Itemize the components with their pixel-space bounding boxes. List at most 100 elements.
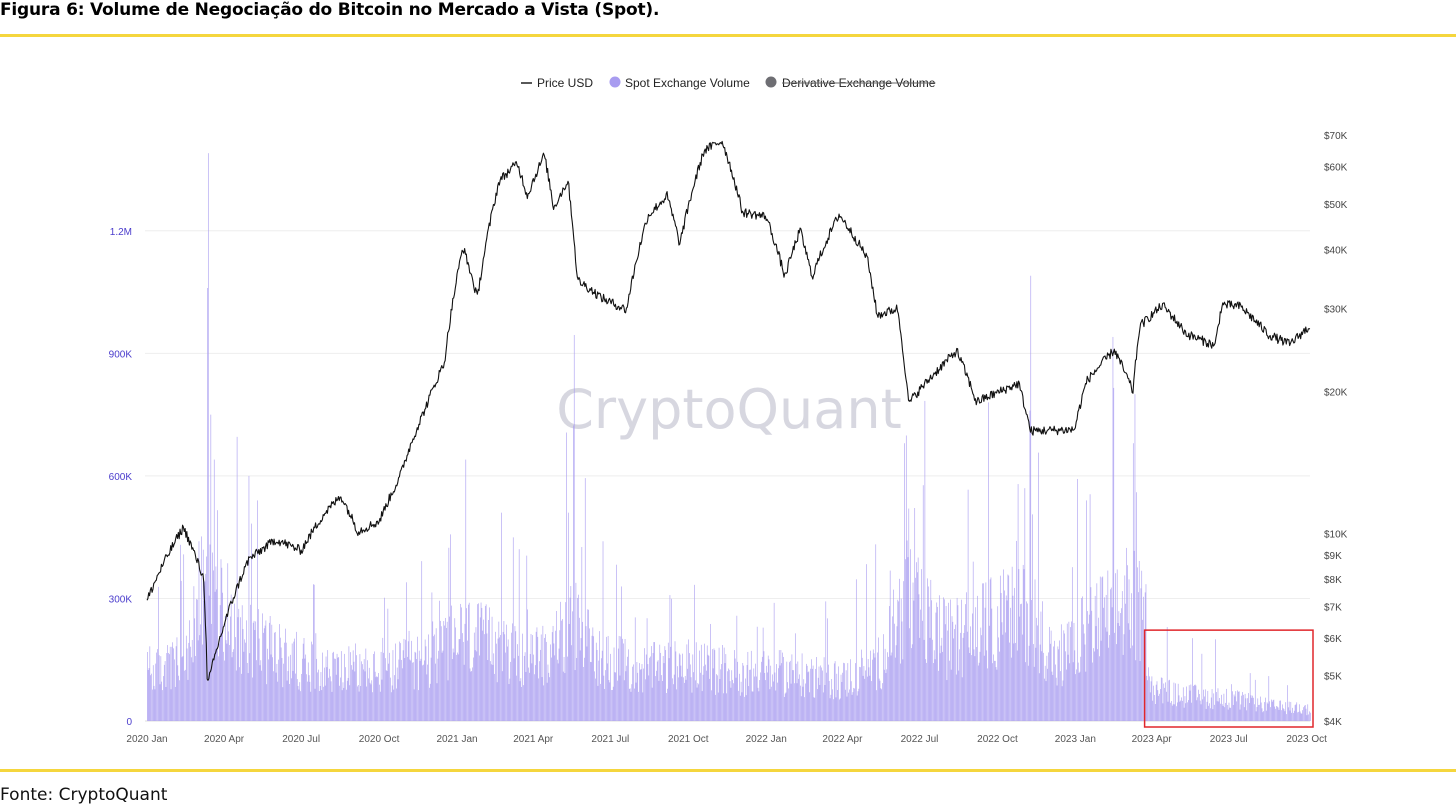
volume-bar [429,683,431,721]
volume-bar [807,672,809,721]
volume-bar [401,659,402,721]
volume-bar [614,672,616,721]
volume-bar [981,635,982,721]
volume-bar [750,669,751,721]
legend-item-derivative-volume[interactable]: Derivative Exchange Volume [765,76,936,90]
volume-bar [501,671,503,721]
legend-item-price[interactable]: Price USD [521,76,593,90]
volume-bar [606,636,607,721]
volume-bar [995,667,997,721]
legend-item-spot-volume[interactable]: Spot Exchange Volume [609,76,751,90]
volume-bar [761,661,762,721]
volume-bar [721,664,722,721]
volume-bar [330,681,332,721]
volume-bar [438,650,439,721]
volume-bar [624,639,626,721]
volume-bar [1032,514,1033,721]
volume-bar [958,670,960,721]
volume-bar [380,651,382,721]
volume-bar [185,635,187,721]
volume-bar [409,659,411,721]
volume-bar [271,624,273,721]
volume-bar [902,659,904,721]
volume-bar [224,660,225,721]
volume-bar [933,650,935,721]
volume-bar [951,616,953,721]
volume-bar [1296,702,1298,721]
volume-bar [673,684,674,721]
volume-bar [1111,607,1113,721]
volume-bar [1233,694,1235,721]
volume-bar [269,616,271,721]
volume-bar [453,652,455,721]
volume-bar [675,651,677,721]
volume-bar [232,651,234,721]
volume-bar [432,621,434,721]
legend-dot-swatch-disabled [765,76,777,88]
volume-bar [777,682,778,721]
volume-bar [190,646,191,721]
volume-bar [944,599,945,721]
volume-bar [668,658,670,721]
volume-bar [808,671,810,721]
volume-bar [296,631,297,721]
volume-bar [779,665,781,721]
volume-bar [669,595,671,721]
volume-bar [174,659,175,721]
volume-bar [594,671,595,721]
volume-bar [628,649,629,721]
volume-bar [1053,646,1054,721]
volume-bar [565,602,567,721]
volume-bar [853,687,855,721]
volume-bar [800,696,802,721]
volume-bar [422,665,423,721]
volume-bar [1054,640,1055,721]
volume-bar [1243,707,1245,721]
volume-bar [264,625,266,721]
volume-bar [732,679,733,721]
volume-bar [767,655,769,721]
volume-bar [567,656,568,721]
volume-bar [245,642,246,721]
volume-bar [299,682,301,721]
volume-bar [803,679,805,721]
volume-bar [1168,680,1170,721]
volume-bar [845,670,847,721]
volume-bar [153,685,155,721]
volume-bar [246,620,247,721]
volume-bar [237,617,239,721]
volume-bar [196,599,197,721]
volume-bar [1293,712,1294,721]
volume-bar [327,650,329,721]
volume-bar [756,676,757,721]
volume-bar [551,657,552,721]
volume-bar [911,644,913,721]
volume-bar [749,669,750,721]
volume-bar [641,664,643,721]
right-tick-label: $70K [1324,131,1348,142]
volume-bar [338,657,340,721]
volume-bar [484,634,485,721]
volume-bar [1224,707,1226,721]
volume-bar [702,674,704,721]
volume-bar [213,459,215,721]
volume-bar [745,695,747,721]
volume-bar [735,677,737,721]
volume-bar [1065,651,1066,721]
volume-bar [382,637,384,721]
volume-bar [429,687,430,721]
volume-bar [889,606,890,721]
volume-bar [335,674,337,721]
volume-bar [263,628,265,721]
volume-bar [1119,625,1121,721]
volume-bar [966,592,967,721]
volume-bar [936,602,938,721]
volume-bar [988,625,990,721]
volume-bar [944,624,946,721]
volume-bar [851,694,853,721]
volume-bar [643,668,644,721]
volume-bar [820,665,822,721]
volume-bar [495,643,497,721]
right-tick-label: $9K [1324,551,1342,562]
volume-bar [677,666,678,721]
